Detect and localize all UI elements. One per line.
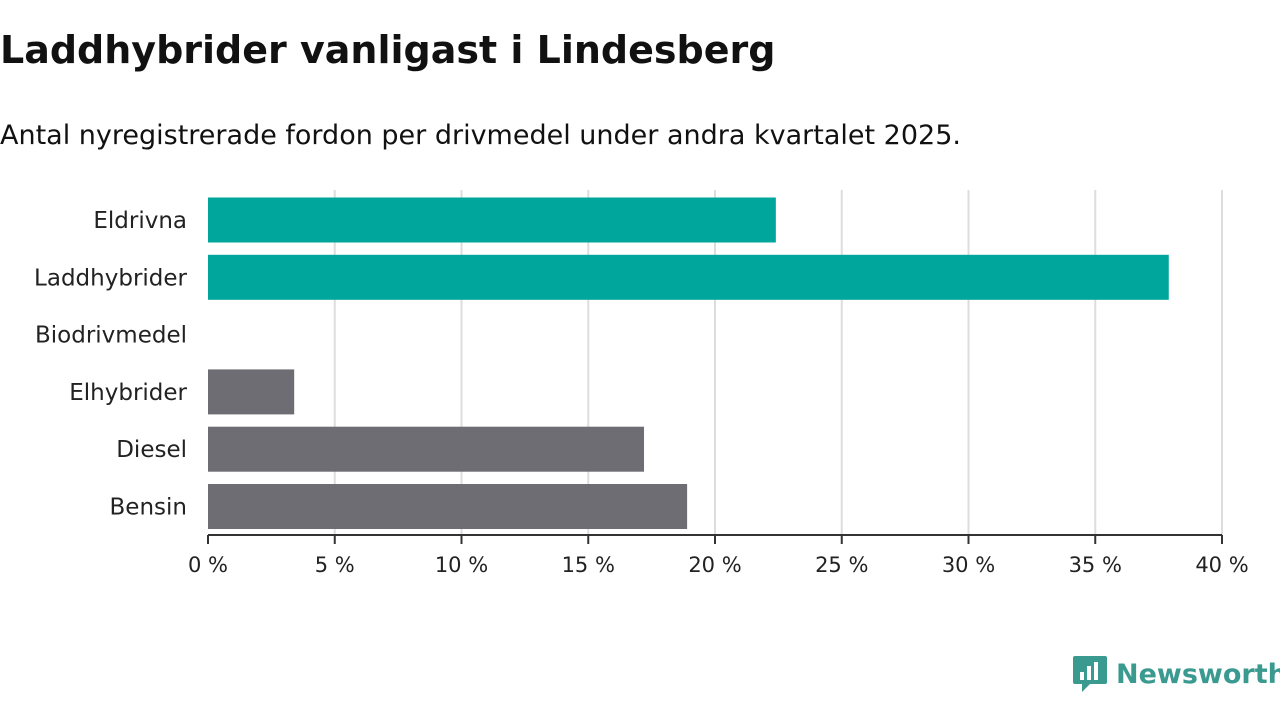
category-label: Biodrivmedel xyxy=(35,323,187,349)
bar-eldrivna xyxy=(208,197,776,243)
logo-text: Newsworthy xyxy=(1116,658,1280,690)
bar-bensin xyxy=(208,484,688,529)
x-tick-label: 15 % xyxy=(562,553,615,577)
category-label: Eldrivna xyxy=(93,208,187,234)
newsworthy-logo: Newsworthy xyxy=(1072,654,1280,694)
x-tick-label: 35 % xyxy=(1069,553,1122,577)
category-label: Elhybrider xyxy=(69,380,187,406)
category-label: Laddhybrider xyxy=(34,265,187,291)
bar-laddhybrider xyxy=(208,254,1169,300)
x-tick-label: 5 % xyxy=(315,553,355,577)
bar-elhybrider xyxy=(208,369,295,415)
bar-diesel xyxy=(208,426,645,472)
x-tick-label: 40 % xyxy=(1195,553,1248,577)
x-tick-label: 20 % xyxy=(688,553,741,577)
chart-subtitle: Antal nyregistrerade fordon per drivmede… xyxy=(0,120,961,151)
bar-chart: Eldrivna Laddhybrider Biodrivmedel Elhybrid… xyxy=(34,190,1249,577)
bar-chart-logo-icon xyxy=(1073,656,1107,692)
x-tick-label: 30 % xyxy=(942,553,995,577)
x-tick-label: 25 % xyxy=(815,553,868,577)
x-tick-label: 10 % xyxy=(435,553,488,577)
chart-title: Laddhybrider vanligast i Lindesberg xyxy=(0,28,776,72)
category-label: Bensin xyxy=(110,495,187,521)
category-label: Diesel xyxy=(116,437,187,463)
x-tick-label: 0 % xyxy=(188,553,228,577)
